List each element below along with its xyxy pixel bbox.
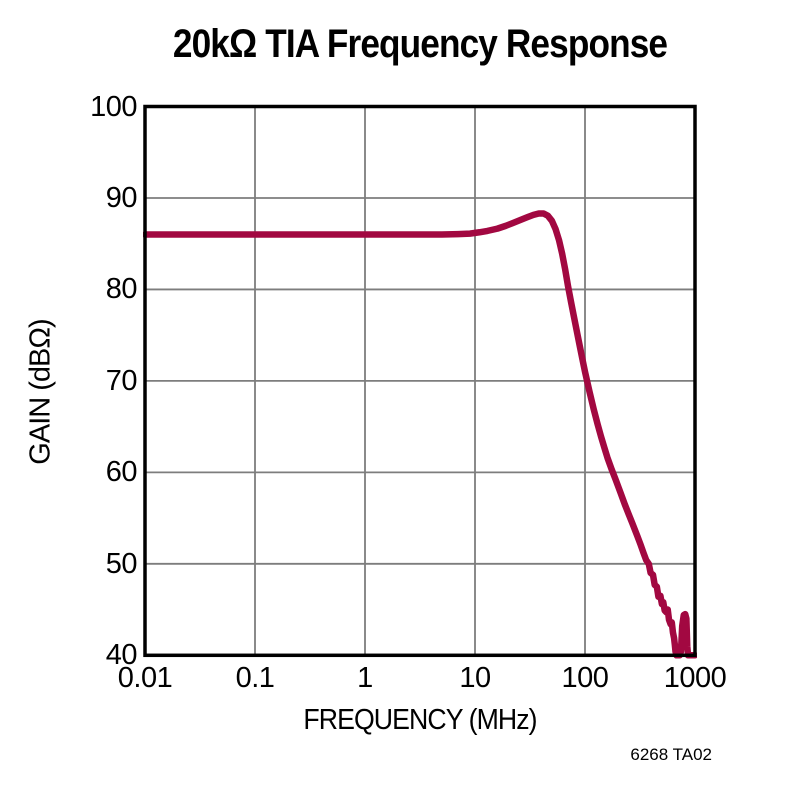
figure-reference-code: 6268 TA02 bbox=[630, 745, 712, 764]
gridlines bbox=[144, 105, 696, 657]
x-tick-label: 10 bbox=[459, 662, 491, 694]
gain-curve bbox=[143, 210, 697, 659]
y-tick-label: 40 bbox=[105, 639, 138, 672]
y-tick-label: 100 bbox=[90, 90, 137, 123]
y-tick-label: 60 bbox=[105, 456, 138, 489]
y-tick-label: 80 bbox=[105, 273, 138, 306]
y-tick-label: 70 bbox=[105, 364, 138, 397]
y-axis-label: GAIN (dBΩ) bbox=[24, 319, 57, 465]
x-axis-label: FREQUENCY (MHz) bbox=[303, 704, 537, 736]
chart-title: 20kΩ TIA Frequency Response bbox=[172, 22, 668, 66]
y-tick-label: 50 bbox=[105, 547, 138, 580]
x-tick-label: 0.01 bbox=[117, 662, 173, 694]
plot-frame bbox=[143, 104, 697, 658]
x-tick-label: 1000 bbox=[663, 662, 727, 694]
x-tick-label: 100 bbox=[561, 662, 609, 694]
y-tick-label: 90 bbox=[105, 181, 138, 214]
x-tick-label: 0.1 bbox=[235, 662, 275, 694]
x-tick-label: 1 bbox=[357, 662, 373, 694]
